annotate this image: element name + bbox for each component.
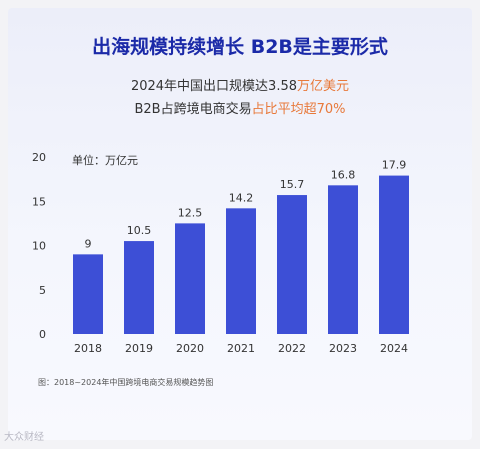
x-tick-label-2020: 2020: [176, 342, 204, 355]
y-tick-label: 15: [32, 195, 46, 208]
bar-2023: [328, 185, 358, 334]
subtitle-line-1-text: 2024年中国出口规模达3.58: [130, 79, 297, 94]
watermark: 大众财经: [4, 432, 44, 443]
bar-2021: [226, 208, 256, 334]
data-label-2018: 9: [85, 237, 92, 250]
subtitle-line-1: 2024年中国出口规模达3.58万亿美元: [0, 75, 480, 94]
subtitle-line-1-highlight: 万亿美元: [297, 79, 350, 94]
x-tick-label-2019: 2019: [125, 342, 153, 355]
subtitle-line-2-highlight: 占比平均超70%: [251, 102, 346, 117]
data-label-2019: 10.5: [127, 224, 152, 237]
chart-title: 出海规模持续增长 B2B是主要形式: [92, 36, 388, 58]
y-tick-label: 10: [32, 240, 46, 253]
y-tick-label: 5: [39, 284, 46, 297]
unit-label: 单位：万亿元: [72, 154, 138, 167]
data-label-2023: 16.8: [331, 168, 356, 181]
subtitle-line-2-text: B2B占跨境电商交易: [134, 102, 252, 117]
subtitle-line-2: B2B占跨境电商交易占比平均超70%: [0, 98, 480, 117]
bar-2019: [124, 241, 154, 334]
bar-2018: [73, 254, 103, 334]
y-tick-label: 0: [39, 328, 46, 341]
bar-2024: [379, 175, 409, 334]
x-tick-label-2021: 2021: [227, 342, 255, 355]
data-label-2021: 14.2: [229, 191, 254, 204]
data-label-2020: 12.5: [178, 206, 203, 219]
data-label-2024: 17.9: [382, 159, 407, 172]
x-tick-label-2024: 2024: [380, 342, 408, 355]
x-tick-label-2023: 2023: [329, 342, 357, 355]
bar-2022: [277, 195, 307, 334]
bar-2020: [175, 223, 205, 334]
data-label-2022: 15.7: [280, 178, 305, 191]
x-tick-label-2022: 2022: [278, 342, 306, 355]
figure-caption: 图：2018~2024年中国跨境电商交易规模趋势图: [38, 378, 214, 387]
y-tick-label: 20: [32, 151, 46, 164]
x-tick-label-2018: 2018: [74, 342, 102, 355]
